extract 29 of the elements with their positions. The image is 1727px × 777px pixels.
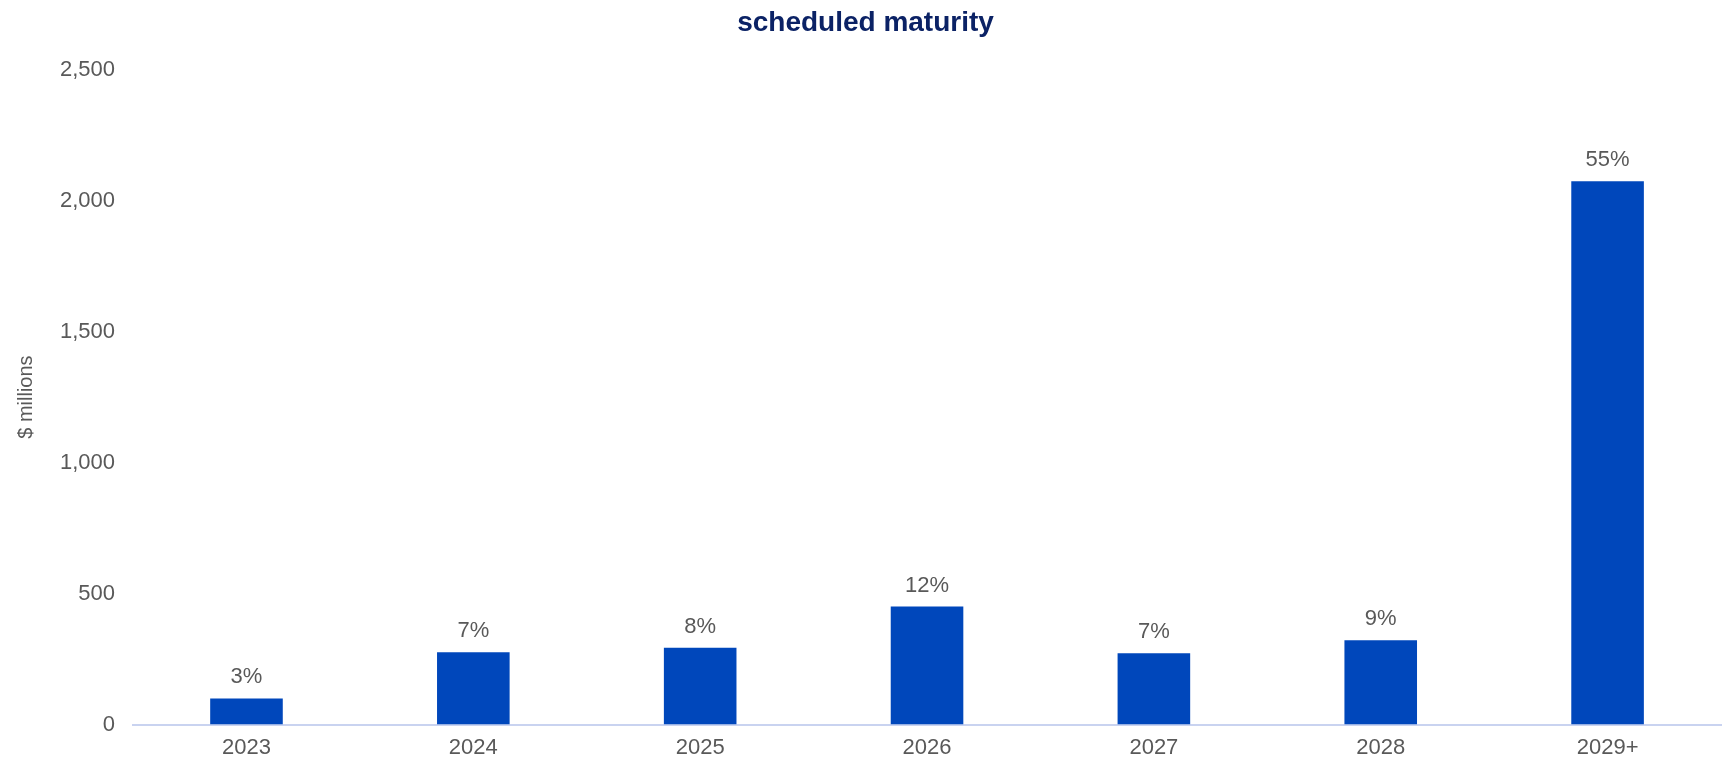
- annotation: 12%: [905, 571, 950, 597]
- y-tick-label: 1,000: [59, 448, 116, 474]
- y-axis-title: $ millions: [13, 355, 36, 439]
- x-tick-label: 2025: [675, 733, 725, 759]
- x-tick-label: 2026: [902, 733, 952, 759]
- annotation: 7%: [1137, 618, 1170, 644]
- y-tick-label: 2,500: [59, 55, 116, 81]
- y-tick-label: 1,500: [59, 317, 116, 343]
- bar: [1117, 653, 1191, 725]
- x-tick-label: 2027: [1129, 733, 1179, 759]
- x-tick-label: 2024: [448, 733, 498, 759]
- annotation: 55%: [1585, 146, 1630, 172]
- chart-title: scheduled maturity: [737, 5, 995, 37]
- y-tick-label: 2,000: [59, 186, 116, 212]
- y-tick-label: 500: [78, 579, 116, 605]
- bar: [1344, 640, 1418, 725]
- bar: [210, 698, 283, 725]
- annotation: 3%: [230, 663, 263, 689]
- annotation: 8%: [684, 612, 717, 638]
- bar: [437, 652, 510, 725]
- bar: [663, 647, 737, 725]
- annotation: 7%: [457, 617, 490, 643]
- x-tick-label: 2023: [222, 733, 271, 759]
- bar: [1571, 181, 1644, 725]
- annotation: 9%: [1364, 605, 1397, 631]
- bar: [890, 606, 964, 725]
- x-tick-label: 2029+: [1576, 733, 1639, 759]
- y-tick-label: 0: [102, 710, 116, 736]
- x-tick-label: 2028: [1356, 733, 1406, 759]
